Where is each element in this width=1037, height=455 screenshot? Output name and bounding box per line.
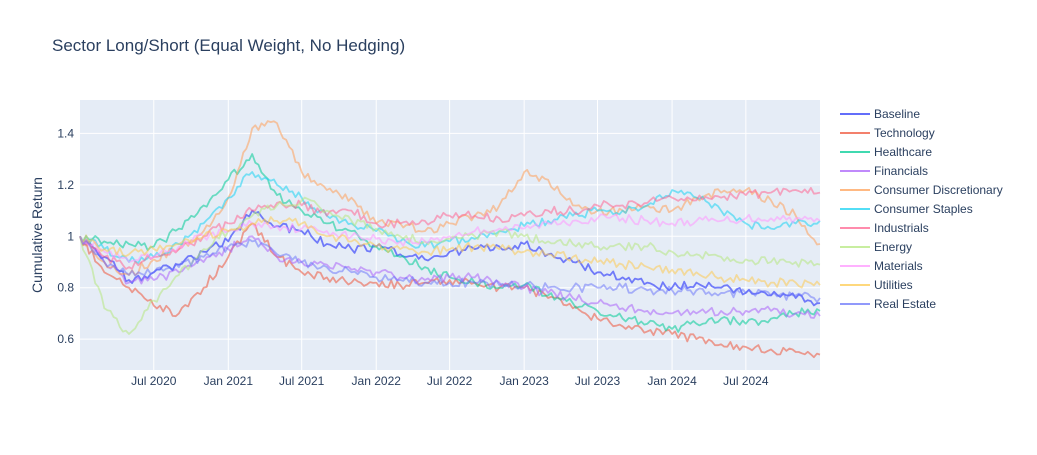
- legend-label: Utilities: [874, 278, 913, 292]
- legend-item[interactable]: Real Estate: [840, 297, 936, 311]
- legend-item[interactable]: Consumer Discretionary: [840, 183, 1003, 197]
- series-line: [79, 222, 821, 359]
- series-line: [79, 196, 821, 335]
- y-tick-label: 1.4: [57, 126, 74, 140]
- y-axis-label: Cumulative Return: [29, 177, 45, 293]
- legend-label: Financials: [874, 164, 928, 178]
- legend-label: Consumer Staples: [874, 202, 973, 216]
- legend[interactable]: Baseline Technology Healthcare Financials Co…: [840, 107, 1003, 311]
- x-tick-label: Jan 2024: [647, 374, 697, 388]
- x-tick-label: Jul 2024: [723, 374, 769, 388]
- x-tick-label: Jan 2023: [499, 374, 549, 388]
- y-axis-ticks: 0.6 0.8 1 1.2 1.4: [57, 126, 74, 346]
- legend-label: Energy: [874, 240, 912, 254]
- y-tick-label: 1.2: [57, 178, 74, 192]
- legend-label: Real Estate: [874, 297, 936, 311]
- x-tick-label: Jul 2020: [131, 374, 177, 388]
- x-tick-label: Jul 2022: [427, 374, 473, 388]
- legend-label: Consumer Discretionary: [874, 183, 1003, 197]
- x-tick-label: Jul 2023: [575, 374, 621, 388]
- legend-label: Baseline: [874, 107, 920, 121]
- x-tick-label: Jan 2022: [352, 374, 402, 388]
- series-line: [79, 235, 821, 319]
- legend-item[interactable]: Energy: [840, 240, 912, 254]
- series-line: [79, 216, 821, 289]
- legend-label: Technology: [874, 126, 935, 140]
- series-line: [79, 171, 821, 264]
- series-line: [79, 235, 821, 303]
- legend-item[interactable]: Healthcare: [840, 145, 932, 159]
- legend-label: Healthcare: [874, 145, 932, 159]
- series-group: [79, 120, 821, 359]
- chart-title: Sector Long/Short (Equal Weight, No Hedg…: [52, 36, 405, 55]
- legend-label: Industrials: [874, 221, 929, 235]
- y-tick-label: 1: [67, 229, 74, 243]
- y-tick-label: 0.6: [57, 332, 74, 346]
- series-line: [79, 209, 821, 307]
- legend-item[interactable]: Baseline: [840, 107, 920, 121]
- legend-item[interactable]: Consumer Staples: [840, 202, 973, 216]
- legend-item[interactable]: Utilities: [840, 278, 913, 292]
- x-tick-label: Jul 2021: [279, 374, 325, 388]
- legend-item[interactable]: Financials: [840, 164, 928, 178]
- legend-item[interactable]: Industrials: [840, 221, 929, 235]
- y-tick-label: 0.8: [57, 281, 74, 295]
- x-tick-label: Jan 2021: [204, 374, 254, 388]
- legend-label: Materials: [874, 259, 923, 273]
- legend-item[interactable]: Technology: [840, 126, 935, 140]
- x-axis-ticks: Jul 2020 Jan 2021 Jul 2021 Jan 2022 Jul 2022…: [131, 374, 769, 388]
- legend-item[interactable]: Materials: [840, 259, 923, 273]
